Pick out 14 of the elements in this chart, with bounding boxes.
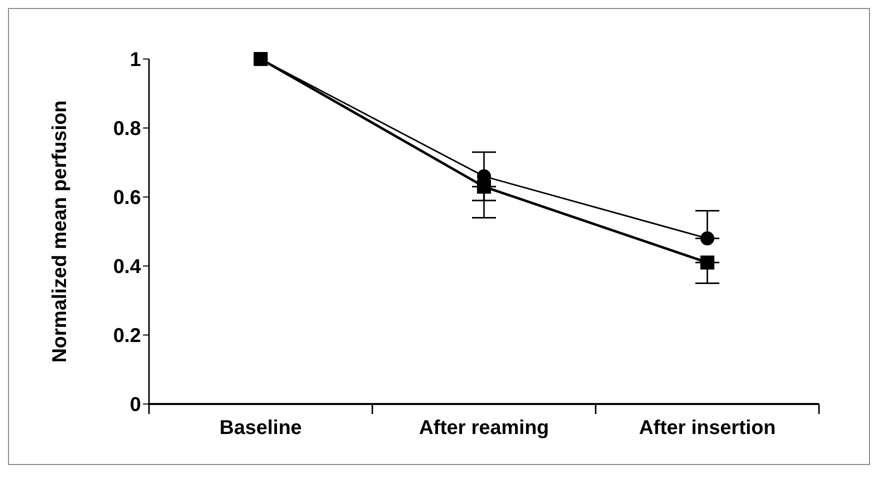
x-tick-label: After reaming <box>418 417 550 439</box>
y-tick-label: 0.6 <box>113 187 141 210</box>
point <box>254 52 268 66</box>
point <box>477 180 491 194</box>
x-tick-label: Baseline <box>220 417 302 439</box>
y-tick-label: 1 <box>130 49 141 72</box>
y-tick-label: 0 <box>130 394 141 416</box>
y-tick-label: 0.4 <box>113 256 142 278</box>
point <box>700 231 714 246</box>
y-axis-title: Normalized mean perfusion <box>49 100 72 363</box>
y-tick-label: 0.2 <box>113 325 141 348</box>
y-tick-label: 0.8 <box>113 118 141 140</box>
point <box>700 256 714 270</box>
x-tick-label: After insertion <box>638 417 776 439</box>
